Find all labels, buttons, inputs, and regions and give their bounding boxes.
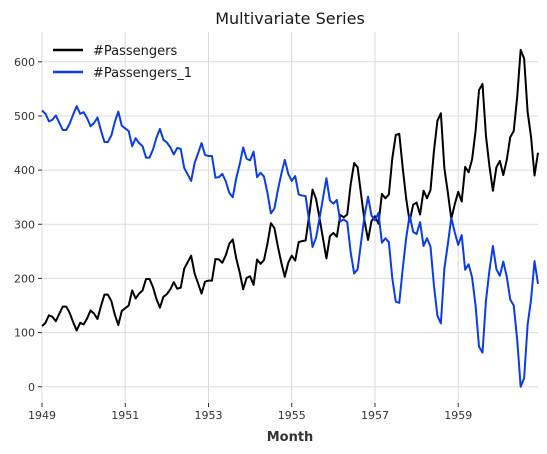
legend-label-1: #Passengers [93, 44, 177, 59]
series-line-2 [41, 105, 539, 388]
y-tick-label: 500 [14, 110, 35, 123]
y-axis: 0 100 200 300 400 500 600 [14, 56, 42, 394]
x-tick-label: 1957 [361, 409, 389, 422]
y-tick-label: 300 [14, 218, 35, 231]
x-axis-label: Month [267, 430, 314, 445]
y-tick-label: 600 [14, 56, 35, 69]
legend-label-2: #Passengers_1 [93, 66, 192, 81]
y-tick-label: 400 [14, 164, 35, 177]
series-lines [41, 48, 539, 388]
legend: #Passengers #Passengers_1 [53, 44, 192, 81]
x-tick-label: 1951 [111, 409, 139, 422]
x-axis: 1949 1951 1953 1955 1957 1959 [28, 403, 472, 422]
chart-title: Multivariate Series [215, 9, 365, 28]
grid [41, 32, 538, 403]
x-tick-label: 1953 [194, 409, 222, 422]
series-line-1 [41, 48, 539, 332]
x-tick-label: 1959 [444, 409, 472, 422]
x-tick-label: 1949 [28, 409, 56, 422]
y-tick-label: 200 [14, 272, 35, 285]
x-tick-label: 1955 [278, 409, 306, 422]
y-tick-label: 0 [28, 381, 35, 394]
y-tick-label: 100 [14, 327, 35, 340]
